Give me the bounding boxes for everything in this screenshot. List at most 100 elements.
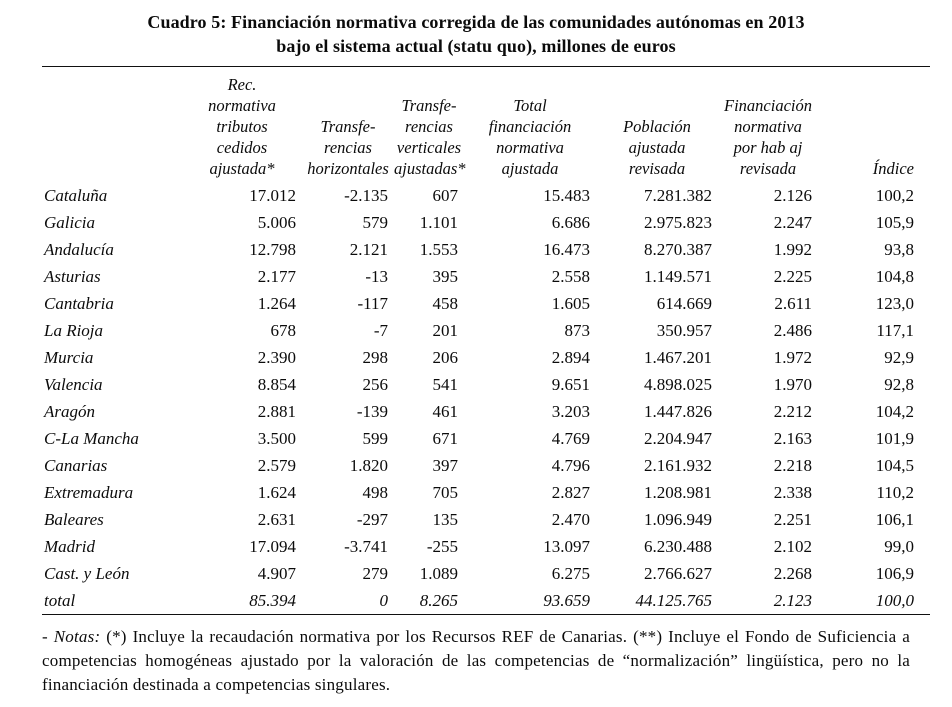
value-cell: 395 bbox=[432, 267, 459, 286]
table-body: Cataluña 17.012 -2.135 607 15.483 7.281.382 2.… bbox=[42, 182, 930, 615]
value-cell: 99,0 bbox=[884, 537, 914, 556]
table-row: Asturias 2.177 -13 395 2.558 1.149.571 2.225 10… bbox=[42, 263, 930, 290]
column-header-line: financiación bbox=[488, 117, 572, 136]
value-cell: 2.486 bbox=[773, 321, 812, 340]
column-header-line: ajustada bbox=[628, 138, 686, 157]
table-row: Baleares 2.631 -297 135 2.470 1.096.949 2.251 1… bbox=[42, 506, 930, 533]
notes-text: (*) Incluye la recaudación normativa por… bbox=[42, 627, 911, 694]
value-cell: -7 bbox=[373, 321, 388, 340]
value-cell: 13.097 bbox=[543, 537, 590, 556]
value-cell: 5.006 bbox=[257, 213, 296, 232]
value-cell: 2.247 bbox=[773, 213, 812, 232]
value-cell: 1.447.826 bbox=[644, 402, 712, 421]
column-header-line: por hab aj bbox=[733, 138, 803, 157]
value-cell: 93.659 bbox=[543, 591, 590, 610]
value-cell: 106,9 bbox=[875, 564, 914, 583]
column-header-line: rencias bbox=[405, 117, 453, 136]
column-header-transferencias-verticales-ajustadas: Transfe-rencias verticales ajustadas* bbox=[394, 67, 466, 183]
table-row: La Rioja 678 -7 201 873 350.957 2.486 117,1 bbox=[42, 317, 930, 344]
column-header-line: tributos bbox=[216, 117, 268, 136]
column-header-line: revisada bbox=[739, 159, 797, 178]
column-header-line: normativa bbox=[734, 117, 802, 136]
value-cell: 8.265 bbox=[419, 591, 458, 610]
value-cell: 2.881 bbox=[257, 402, 296, 421]
value-cell: -297 bbox=[356, 510, 388, 529]
row-label: Cast. y León bbox=[44, 564, 130, 583]
value-cell: 2.212 bbox=[773, 402, 812, 421]
table-row: Galicia 5.006 579 1.101 6.686 2.975.823 2.247 1… bbox=[42, 209, 930, 236]
value-cell: 101,9 bbox=[875, 429, 914, 448]
column-header-transferencias-horizontales: Transfe-rencias horizontales bbox=[302, 67, 394, 183]
row-label: total bbox=[44, 591, 76, 610]
column-header-line: cedidos bbox=[216, 138, 268, 157]
value-cell: 9.651 bbox=[551, 375, 590, 394]
value-cell: 2.161.932 bbox=[644, 456, 712, 475]
column-header-line: Índice bbox=[872, 159, 914, 178]
column-header-region bbox=[42, 67, 182, 183]
value-cell: 4.907 bbox=[257, 564, 296, 583]
value-cell: 100,0 bbox=[875, 591, 914, 610]
value-cell: 8.854 bbox=[257, 375, 296, 394]
title-line-1: Cuadro 5: Financiación normativa corregi… bbox=[147, 12, 805, 32]
value-cell: 2.579 bbox=[257, 456, 296, 475]
value-cell: 1.992 bbox=[773, 240, 812, 259]
row-label: La Rioja bbox=[44, 321, 104, 340]
value-cell: 1.096.949 bbox=[644, 510, 712, 529]
header-row: Rec. normativa tributos cedidos ajustada* Tra… bbox=[42, 67, 930, 183]
value-cell: 117,1 bbox=[876, 321, 914, 340]
table-row: Cantabria 1.264 -117 458 1.605 614.669 2.611 12… bbox=[42, 290, 930, 317]
row-label: Valencia bbox=[44, 375, 103, 394]
value-cell: 461 bbox=[432, 402, 459, 421]
value-cell: 2.338 bbox=[773, 483, 812, 502]
value-cell: 104,2 bbox=[875, 402, 914, 421]
value-cell: 1.820 bbox=[349, 456, 388, 475]
value-cell: -2.135 bbox=[344, 186, 388, 205]
value-cell: 256 bbox=[362, 375, 389, 394]
value-cell: 614.669 bbox=[656, 294, 712, 313]
value-cell: 599 bbox=[362, 429, 389, 448]
row-label: C-La Mancha bbox=[44, 429, 139, 448]
column-header-financiacion-normativa-por-hab-aj-revisada: Financiación normativa por hab aj revisada bbox=[718, 67, 818, 183]
value-cell: 0 bbox=[379, 591, 389, 610]
row-label: Murcia bbox=[44, 348, 94, 367]
row-label: Cantabria bbox=[44, 294, 114, 313]
value-cell: 279 bbox=[362, 564, 389, 583]
value-cell: 2.894 bbox=[551, 348, 590, 367]
value-cell: 135 bbox=[432, 510, 459, 529]
table-row: Cast. y León 4.907 279 1.089 6.275 2.766.627 2… bbox=[42, 560, 930, 587]
column-header-line: normativa bbox=[496, 138, 564, 157]
column-header-line: Población bbox=[623, 117, 691, 136]
column-header-line: rencias bbox=[324, 138, 372, 157]
value-cell: 2.251 bbox=[773, 510, 812, 529]
value-cell: 110,2 bbox=[876, 483, 914, 502]
column-header-line: revisada bbox=[628, 159, 686, 178]
value-cell: 2.163 bbox=[773, 429, 812, 448]
notes-label: - Notas: bbox=[42, 627, 101, 646]
value-cell: 44.125.765 bbox=[635, 591, 713, 610]
row-label: Madrid bbox=[44, 537, 95, 556]
value-cell: 201 bbox=[432, 321, 459, 340]
value-cell: 7.281.382 bbox=[644, 186, 712, 205]
row-label: Andalucía bbox=[44, 240, 114, 259]
value-cell: 16.473 bbox=[543, 240, 590, 259]
value-cell: 1.970 bbox=[773, 375, 812, 394]
column-header-line: Transfe- bbox=[401, 96, 457, 115]
value-cell: 350.957 bbox=[656, 321, 712, 340]
value-cell: 92,8 bbox=[884, 375, 914, 394]
column-header-line: ajustadas* bbox=[394, 159, 466, 178]
value-cell: 2.225 bbox=[773, 267, 812, 286]
value-cell: 498 bbox=[362, 483, 389, 502]
table-row: C-La Mancha 3.500 599 671 4.769 2.204.947 2.16… bbox=[42, 425, 930, 452]
value-cell: 705 bbox=[432, 483, 459, 502]
value-cell: 397 bbox=[432, 456, 459, 475]
value-cell: 2.611 bbox=[774, 294, 812, 313]
value-cell: 3.203 bbox=[551, 402, 590, 421]
table-row: Aragón 2.881 -139 461 3.203 1.447.826 2.212 104… bbox=[42, 398, 930, 425]
column-header-line: normativa bbox=[208, 96, 276, 115]
value-cell: 104,8 bbox=[875, 267, 914, 286]
table-header: Rec. normativa tributos cedidos ajustada* Tra… bbox=[42, 67, 930, 183]
value-cell: 678 bbox=[270, 321, 297, 340]
column-header-line: Total bbox=[513, 96, 547, 115]
column-header-line: horizontales bbox=[307, 159, 389, 178]
value-cell: 123,0 bbox=[875, 294, 914, 313]
